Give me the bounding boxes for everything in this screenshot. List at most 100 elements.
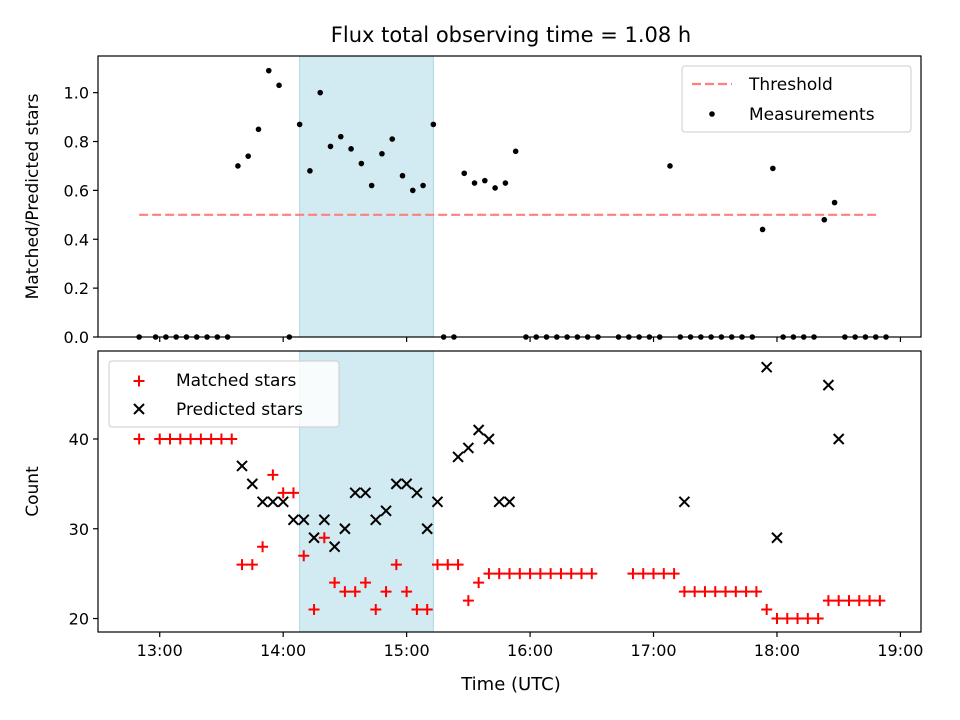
x-tick-label: 19:00 bbox=[877, 641, 923, 660]
matched-star-point bbox=[318, 532, 330, 544]
measurement-point bbox=[461, 170, 468, 177]
top-panel: 0.0 0.2 0.4 0.6 0.8 1.0 Matched/Predicted star… bbox=[23, 55, 922, 347]
predicted-star-point bbox=[462, 442, 475, 454]
measurement-point bbox=[759, 226, 766, 233]
x-tick-label: 14:00 bbox=[260, 641, 306, 660]
predicted-star-point bbox=[318, 514, 331, 526]
predicted-star-point bbox=[328, 541, 341, 553]
matched-star-point bbox=[349, 586, 361, 598]
matched-star-point bbox=[298, 550, 310, 562]
matched-star-point bbox=[565, 568, 577, 580]
matched-star-point bbox=[442, 559, 454, 571]
matched-star-point bbox=[226, 433, 238, 445]
matched-star-point bbox=[709, 586, 721, 598]
matched-star-point bbox=[802, 613, 814, 625]
matched-star-point bbox=[833, 595, 845, 607]
matched-star-point bbox=[730, 586, 742, 598]
matched-star-point bbox=[473, 577, 485, 589]
predicted-star-point bbox=[246, 478, 259, 490]
predicted-star-point bbox=[493, 496, 505, 508]
measurement-point bbox=[471, 180, 478, 186]
matched-star-point bbox=[390, 559, 402, 571]
matched-star-point bbox=[781, 613, 793, 625]
measurement-point bbox=[379, 150, 385, 157]
legend-matched-label: Matched stars bbox=[176, 371, 296, 391]
matched-star-point bbox=[586, 568, 598, 580]
matched-star-point bbox=[195, 433, 207, 445]
measurement-point bbox=[770, 165, 776, 172]
matched-star-point bbox=[401, 586, 413, 598]
matched-star-point bbox=[648, 568, 660, 580]
matched-star-point bbox=[421, 604, 433, 616]
measurement-point bbox=[276, 82, 282, 89]
matched-star-point bbox=[246, 559, 258, 571]
matched-star-point bbox=[576, 568, 588, 580]
predicted-star-point bbox=[678, 496, 691, 508]
predicted-star-point bbox=[370, 514, 382, 526]
matched-star-point bbox=[431, 559, 443, 571]
matched-star-point bbox=[668, 568, 680, 580]
matched-star-point bbox=[812, 613, 824, 625]
predicted-star-point bbox=[277, 496, 289, 508]
matched-star-point bbox=[658, 568, 670, 580]
predicted-star-point bbox=[411, 487, 423, 499]
legend-measurements-swatch bbox=[709, 111, 715, 117]
matched-star-point bbox=[534, 568, 546, 580]
matched-star-point bbox=[699, 586, 711, 598]
matched-star-point bbox=[750, 586, 762, 598]
matched-star-point bbox=[164, 433, 176, 445]
y-tick-label: 0.2 bbox=[64, 279, 89, 298]
legend-predicted-label: Predicted stars bbox=[176, 400, 303, 420]
y-tick-label: 0.4 bbox=[64, 230, 89, 249]
matched-star-point bbox=[267, 469, 279, 481]
y-tick-label: 20 bbox=[69, 610, 89, 629]
matched-star-point bbox=[452, 559, 464, 571]
y-tick-label: 0.8 bbox=[64, 133, 89, 152]
measurement-point bbox=[307, 168, 313, 174]
measurement-point bbox=[512, 148, 519, 155]
y-axis-label-bottom: Count bbox=[23, 466, 43, 517]
predicted-star-point bbox=[421, 523, 433, 535]
measurement-point bbox=[245, 153, 251, 159]
matched-star-point bbox=[504, 568, 515, 580]
axes-frame-top bbox=[97, 55, 922, 338]
chart-title: Flux total observing time = 1.08 h bbox=[331, 23, 691, 47]
measurement-point bbox=[430, 121, 437, 128]
predicted-star-point bbox=[308, 532, 320, 544]
predicted-star-point bbox=[349, 487, 361, 499]
predicted-star-point bbox=[472, 424, 485, 436]
predicted-star-point bbox=[298, 514, 310, 526]
matched-star-point bbox=[740, 586, 752, 598]
y-tick-label: 0.6 bbox=[64, 181, 89, 200]
matched-star-point bbox=[761, 604, 773, 616]
measurement-point bbox=[409, 187, 416, 194]
matched-star-point bbox=[370, 604, 382, 616]
matched-star-point bbox=[874, 595, 886, 607]
matched-star-point bbox=[483, 568, 495, 580]
matched-star-point bbox=[678, 586, 690, 598]
matched-star-point bbox=[287, 487, 299, 499]
matched-star-point bbox=[771, 613, 783, 625]
measurement-point bbox=[502, 180, 509, 186]
matched-star-point bbox=[627, 568, 639, 580]
y-axis-label-top: Matched/Predicted stars bbox=[23, 93, 43, 299]
legend-measurements-label: Measurements bbox=[749, 105, 875, 125]
predicted-star-point bbox=[390, 478, 403, 490]
measurement-point bbox=[667, 163, 673, 169]
measurement-point bbox=[317, 89, 324, 96]
matched-star-point bbox=[277, 487, 289, 499]
measurement-point bbox=[348, 146, 354, 152]
shaded-span-top bbox=[299, 55, 434, 338]
legend-bottom: Matched stars Predicted stars bbox=[108, 360, 340, 428]
predicted-star-point bbox=[760, 361, 773, 373]
x-tick-label: 16:00 bbox=[507, 641, 553, 660]
legend-box bbox=[108, 360, 340, 428]
matched-star-point bbox=[359, 577, 371, 589]
y-tick-label: 1.0 bbox=[64, 84, 89, 103]
matched-star-point bbox=[720, 586, 732, 598]
matched-star-point bbox=[133, 433, 145, 445]
matched-star-point bbox=[380, 586, 392, 598]
y-tick-label: 40 bbox=[69, 430, 89, 449]
measurement-point bbox=[831, 199, 838, 206]
